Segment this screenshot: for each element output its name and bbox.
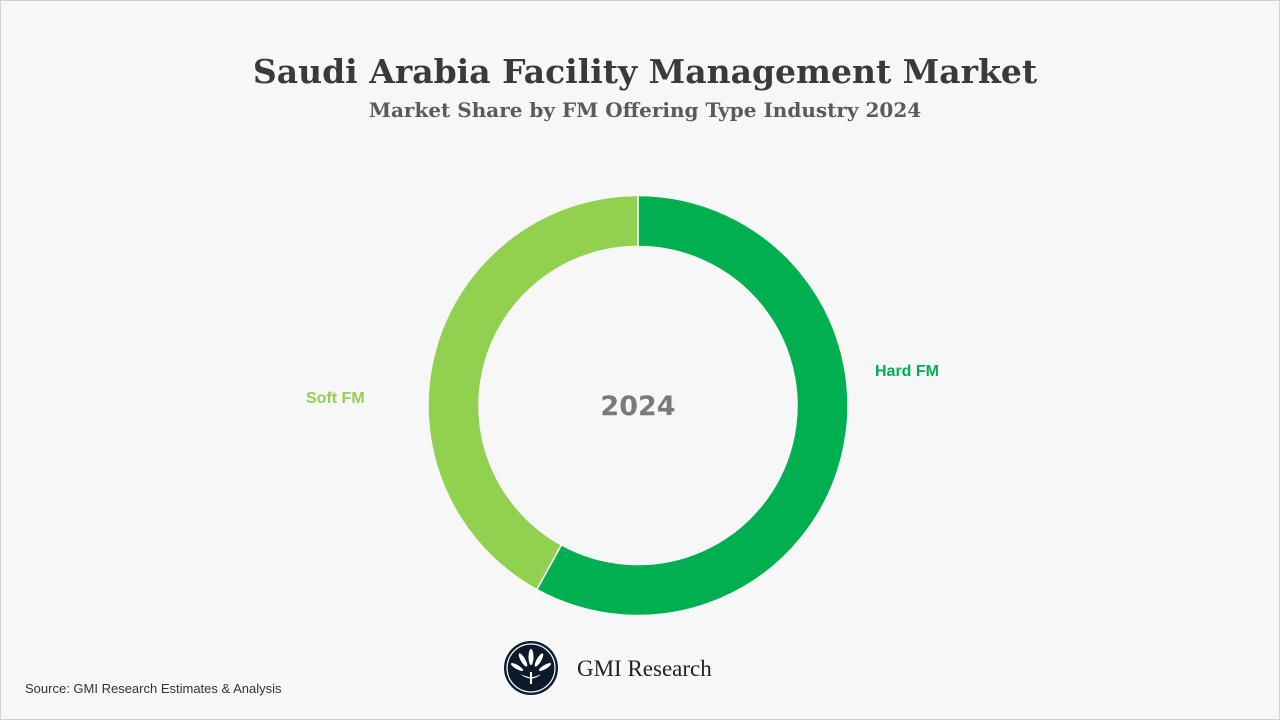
slice-hard-fm	[535, 194, 849, 617]
slice-label-hard-fm: Hard FM	[875, 363, 939, 380]
center-label: 2024	[600, 391, 675, 422]
slice-soft-fm	[427, 194, 639, 591]
source-note: Source: GMI Research Estimates & Analysi…	[25, 681, 282, 696]
chart-title: Saudi Arabia Facility Management Market	[252, 52, 1038, 91]
brand-name: GMI Research	[577, 656, 712, 681]
gmi-logo-icon	[504, 641, 558, 695]
slice-label-soft-fm: Soft FM	[306, 390, 365, 407]
chart-subtitle: Market Share by FM Offering Type Industr…	[368, 98, 922, 122]
